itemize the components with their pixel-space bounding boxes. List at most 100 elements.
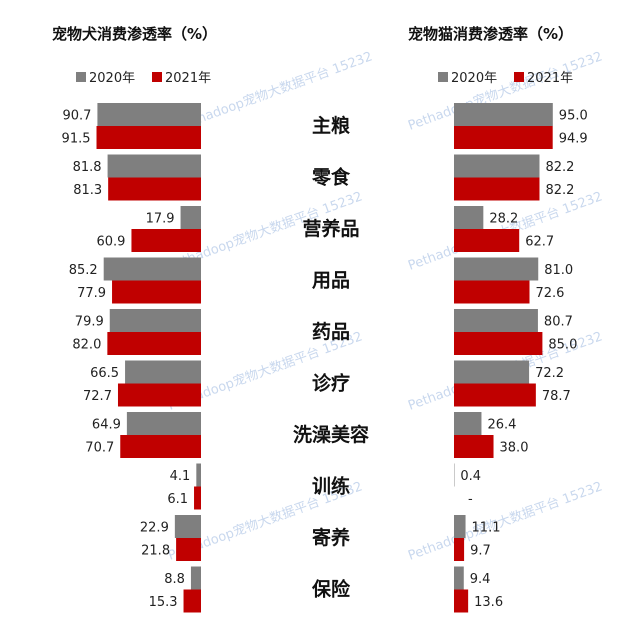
watermark-text: Pethadoop宠物大数据平台 15232 xyxy=(406,478,605,563)
cat-bar-2020 xyxy=(454,154,540,178)
cat-value-2020: 0.4 xyxy=(460,469,481,484)
category-label: 主粮 xyxy=(312,114,350,137)
dog-value-2020: 17.9 xyxy=(146,212,175,227)
dog-value-2021: 21.8 xyxy=(141,544,170,559)
cat-value-2021: 13.6 xyxy=(474,595,503,610)
dog-value-2021: 15.3 xyxy=(149,595,178,610)
cat-value-2020: 28.2 xyxy=(489,212,518,227)
cat-bar-2020 xyxy=(454,309,538,332)
cat-bar-2020 xyxy=(454,360,530,384)
legend-label-2021: 2021年 xyxy=(527,71,573,86)
dog-bar-2021 xyxy=(107,332,201,355)
dog-value-2020: 22.9 xyxy=(140,521,169,536)
dog-legend: 2020年 2021年 xyxy=(76,71,211,86)
dog-value-2020: 4.1 xyxy=(170,469,191,484)
cat-value-2020: 95.0 xyxy=(559,109,588,124)
cat-value-2021: 9.7 xyxy=(470,544,491,559)
dog-bar-2020 xyxy=(125,360,201,384)
cat-value-2020: 11.1 xyxy=(472,521,501,536)
cat-value-2021: 82.2 xyxy=(545,183,574,198)
cat-value-2020: 9.4 xyxy=(470,572,491,587)
category-label: 寄养 xyxy=(312,526,350,549)
dog-bar-2021 xyxy=(131,229,201,252)
dog-value-2020: 66.5 xyxy=(90,366,119,381)
dog-value-2020: 8.8 xyxy=(164,572,185,587)
dog-bar-2020 xyxy=(180,206,201,229)
dog-value-2021: 82.0 xyxy=(72,338,101,353)
legend-label-2020: 2020年 xyxy=(89,71,135,86)
dog-bar-2021 xyxy=(183,589,201,613)
cat-bar-2021 xyxy=(454,332,543,355)
dog-bar-2020 xyxy=(107,154,201,178)
dog-bar-2020 xyxy=(196,463,201,487)
cat-bar-2021 xyxy=(454,383,536,407)
category-label: 诊疗 xyxy=(312,372,350,395)
dog-value-2020: 90.7 xyxy=(62,109,91,124)
legend-label-2021: 2021年 xyxy=(165,71,211,86)
dog-value-2021: 77.9 xyxy=(77,286,106,301)
dog-bar-2020 xyxy=(97,103,201,126)
category-label: 营养品 xyxy=(302,217,359,240)
dog-value-2021: 6.1 xyxy=(167,492,188,507)
dog-bar-2020 xyxy=(109,309,201,332)
cat-value-2021: 72.6 xyxy=(536,286,565,301)
dog-chart-title: 宠物犬消费渗透率（%） xyxy=(52,25,217,43)
cat-value-2021: 38.0 xyxy=(500,441,529,456)
cat-value-2021: - xyxy=(468,492,473,507)
cat-bar-2021 xyxy=(454,538,465,561)
cat-value-2021: 62.7 xyxy=(525,235,554,250)
cat-value-2021: 78.7 xyxy=(542,389,571,404)
cat-bar-2021 xyxy=(454,126,553,149)
value-labels-layer: 90.7 91.5 95.0 94.9 81.8 81.3 82.2 82.2 17.9 60.9… xyxy=(62,109,588,611)
dog-bar-2021 xyxy=(117,383,201,407)
dog-bar-2021 xyxy=(96,126,201,149)
cat-bar-2021 xyxy=(454,589,469,613)
cat-value-2020: 82.2 xyxy=(545,160,574,175)
category-label: 洗澡美容 xyxy=(293,423,369,446)
cat-bar-2020 xyxy=(454,515,466,538)
dog-value-2021: 81.3 xyxy=(73,183,102,198)
dog-value-2021: 70.7 xyxy=(85,441,114,456)
dog-bar-2021 xyxy=(176,538,201,561)
cat-value-2020: 72.2 xyxy=(535,366,564,381)
dog-bar-2020 xyxy=(174,515,201,538)
dog-value-2020: 81.8 xyxy=(73,160,102,175)
category-label: 零食 xyxy=(311,166,351,189)
dog-bar-2021 xyxy=(108,177,201,201)
dog-bar-2021 xyxy=(194,486,201,510)
cat-value-2020: 81.0 xyxy=(544,263,573,278)
cat-value-2020: 80.7 xyxy=(544,315,573,330)
cat-value-2021: 94.9 xyxy=(559,132,588,147)
dog-value-2020: 85.2 xyxy=(69,263,98,278)
dog-value-2021: 72.7 xyxy=(83,389,112,404)
dog-bar-2021 xyxy=(112,280,201,304)
cat-bar-2020 xyxy=(454,412,482,435)
cat-chart-title: 宠物猫消费渗透率（%） xyxy=(408,25,573,43)
cat-bar-2021 xyxy=(454,435,494,458)
cat-value-2021: 85.0 xyxy=(548,338,577,353)
dog-value-2020: 79.9 xyxy=(75,315,104,330)
dog-bar-2020 xyxy=(126,412,201,435)
cat-bar-2021 xyxy=(454,280,530,304)
legend-label-2020: 2020年 xyxy=(451,71,497,86)
cat-bar-2020 xyxy=(454,206,484,229)
cat-bar-2020 xyxy=(454,103,553,126)
cat-bar-2020 xyxy=(454,566,464,590)
cat-value-2020: 26.4 xyxy=(487,418,516,433)
category-label: 保险 xyxy=(311,578,351,601)
legend-swatch-2020 xyxy=(76,72,86,82)
category-label: 训练 xyxy=(312,475,350,498)
category-label: 用品 xyxy=(312,270,350,292)
legend-swatch-2020 xyxy=(438,72,448,82)
bars-layer xyxy=(96,103,553,613)
cat-legend: 2020年 2021年 xyxy=(438,71,573,86)
category-label: 药品 xyxy=(312,320,350,343)
cat-bar-2020 xyxy=(454,257,539,281)
legend-swatch-2021 xyxy=(514,72,524,82)
dog-bar-2020 xyxy=(190,566,201,590)
dog-value-2020: 64.9 xyxy=(92,418,121,433)
cat-bar-2021 xyxy=(454,177,540,201)
cat-bar-2021 xyxy=(454,229,520,252)
